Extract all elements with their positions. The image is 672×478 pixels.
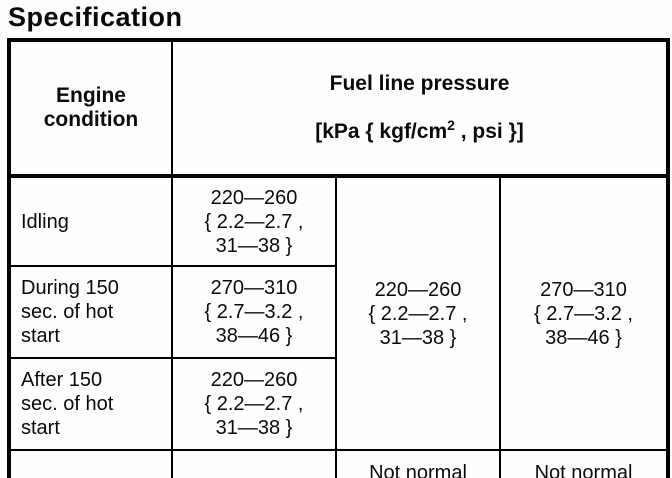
unit-superscript: 2 — [447, 117, 455, 133]
condition-idling: Idling — [8, 175, 173, 267]
table-row-idling: Idling 220—260 { 2.2—2.7 , 31—38 } 220—2… — [8, 175, 670, 451]
fuel-pressure-title: Fuel line pressure — [329, 72, 510, 95]
judgement-not-normal-1: Not normal (Perform Inspection 1) — [335, 449, 501, 478]
pressure-merged-inspection1: 220—260 { 2.2—2.7 , 31—38 } — [335, 175, 501, 451]
page-title: Specification — [8, 2, 183, 32]
pressure-during-normal: 270—310 { 2.7—3.2 , 38—46 } — [171, 265, 337, 359]
judgement-not-normal-2: Not normal (Perform Inspection 2) — [498, 449, 670, 478]
table-header-row: Engine condition Fuel line pressure [kPa… — [8, 39, 670, 178]
unit-prefix: [kPa { kgf/cm — [315, 120, 448, 143]
pressure-merged-inspection2: 270—310 { 2.7—3.2 , 38—46 } — [498, 175, 670, 451]
table-row-during-hot-start: During 150 sec. of hot start 270—310 { 2… — [8, 265, 668, 359]
table-row-judgement: Judgement Normal Not normal (Perform Ins… — [8, 449, 670, 478]
condition-during-hot-start: During 150 sec. of hot start — [8, 265, 173, 359]
fuel-pressure-units: [kPa { kgf/cm2 , psi }] — [177, 117, 662, 144]
judgement-label: Judgement — [8, 449, 173, 478]
specification-table: Engine condition Fuel line pressure [kPa… — [7, 38, 671, 478]
unit-suffix: , psi }] — [454, 120, 524, 143]
engine-condition-header: Engine condition — [8, 39, 173, 178]
judgement-normal: Normal — [171, 449, 337, 478]
pressure-idling-normal: 220—260 { 2.2—2.7 , 31—38 } — [171, 175, 337, 267]
pressure-after-normal: 220—260 { 2.2—2.7 , 31—38 } — [171, 357, 337, 451]
fuel-line-pressure-header: Fuel line pressure [kPa { kgf/cm2 , psi … — [170, 39, 670, 178]
table-row-after-hot-start: After 150 sec. of hot start 220—260 { 2.… — [8, 357, 668, 451]
condition-after-hot-start: After 150 sec. of hot start — [8, 357, 173, 451]
